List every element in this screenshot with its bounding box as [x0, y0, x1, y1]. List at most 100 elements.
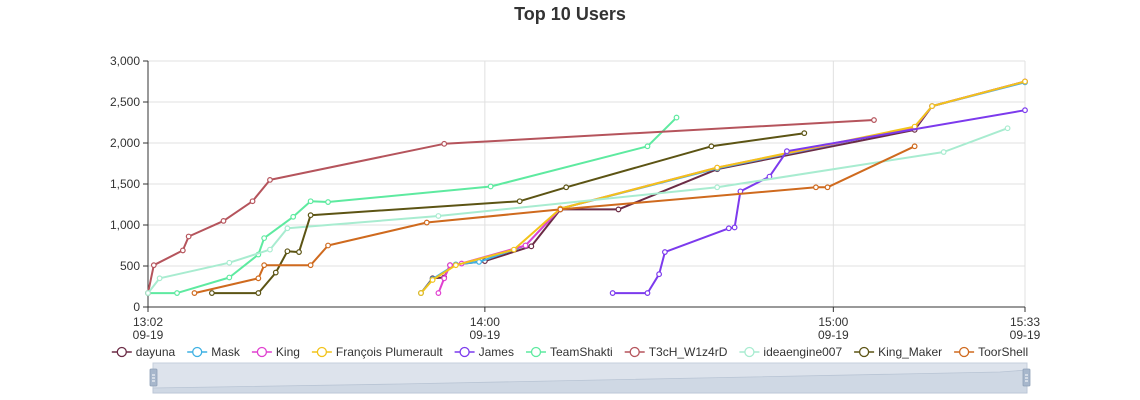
data-point	[714, 164, 721, 171]
data-point	[783, 148, 790, 155]
axes: 05001,0001,5002,0002,5003,00013:0209-191…	[110, 54, 1041, 342]
legend-label: dayuna	[136, 345, 176, 359]
data-point	[516, 198, 523, 205]
legend-item-t3ch-w1z4rd[interactable]: T3cH_W1z4rD	[624, 345, 728, 359]
zoom-left-handle[interactable]	[149, 368, 158, 387]
data-point	[441, 140, 448, 147]
data-point	[929, 103, 935, 109]
x-tick-time-label: 13:02	[133, 315, 163, 329]
data-point	[487, 183, 494, 190]
data-point	[452, 262, 459, 269]
legend-item-teamshakti[interactable]: TeamShakti	[526, 345, 613, 359]
data-point	[1004, 125, 1011, 132]
legend-item-dayuna[interactable]: dayuna	[111, 345, 176, 359]
x-tick-time-label: 15:33	[1010, 315, 1040, 329]
data-point	[185, 233, 192, 240]
series-line-toorshell	[194, 145, 916, 295]
data-point	[150, 262, 157, 269]
legend-marker-icon	[116, 346, 127, 358]
legend-item-fran-ois-plumerault[interactable]: François Plumerault	[311, 345, 443, 359]
x-tick-date-label: 09-19	[818, 328, 849, 342]
data-point	[267, 246, 273, 253]
data-point	[1022, 107, 1028, 114]
y-tick-label: 0	[133, 300, 140, 314]
series-line-ideaengine007	[147, 127, 1008, 294]
y-tick-label: 3,000	[110, 54, 140, 68]
data-point	[644, 290, 651, 296]
data-point	[824, 184, 831, 191]
legend-label: Mask	[211, 345, 241, 359]
data-point	[447, 262, 453, 269]
data-point	[429, 277, 436, 283]
data-point	[435, 290, 442, 296]
data-point	[307, 198, 314, 205]
data-point	[261, 235, 268, 242]
y-tick-label: 1,500	[110, 177, 140, 191]
legend-label: King	[276, 345, 300, 359]
series-line-king-maker	[211, 132, 805, 295]
legend-item-king[interactable]: King	[251, 345, 300, 359]
legend-label: François Plumerault	[336, 345, 443, 359]
data-point	[290, 213, 297, 220]
x-tick-time-label: 14:00	[470, 315, 500, 329]
data-point	[272, 269, 279, 276]
data-point	[179, 247, 186, 254]
grid-lines	[147, 60, 1026, 307]
data-point	[522, 242, 529, 249]
data-point	[145, 290, 151, 296]
data-point	[307, 262, 314, 269]
legend-label: King_Maker	[878, 345, 942, 359]
data-point	[191, 290, 198, 296]
series-toorshell	[191, 143, 918, 296]
data-point	[208, 290, 215, 296]
data-zoom-slider[interactable]	[149, 362, 1031, 394]
legend-item-mask[interactable]: Mask	[187, 345, 241, 359]
data-point	[801, 130, 808, 137]
data-point	[423, 219, 430, 226]
series-lines	[145, 78, 1028, 296]
series-king-maker	[208, 130, 808, 296]
y-tick-label: 2,000	[110, 136, 140, 150]
series-line-james	[612, 109, 1026, 295]
y-tick-label: 2,500	[110, 95, 140, 109]
x-tick-time-label: 15:00	[818, 315, 848, 329]
legend-marker-icon	[744, 346, 755, 358]
y-tick-label: 500	[120, 259, 140, 273]
legend-item-toorshell[interactable]: ToorShell	[954, 345, 1028, 359]
legend-marker-icon	[629, 346, 640, 358]
data-point	[267, 176, 273, 183]
data-point	[435, 213, 442, 219]
data-point	[813, 184, 819, 191]
data-point	[418, 290, 424, 296]
data-point	[656, 271, 662, 278]
legend-label: James	[479, 345, 514, 359]
legend-marker-icon	[530, 346, 542, 358]
data-point	[511, 246, 517, 253]
data-point	[940, 149, 947, 155]
data-point	[226, 259, 233, 266]
legend-marker-icon	[858, 346, 870, 358]
data-point	[226, 274, 233, 281]
data-point	[662, 249, 668, 255]
legend-marker-icon	[459, 346, 470, 358]
zoom-right-handle[interactable]	[1022, 368, 1031, 387]
data-point	[911, 143, 918, 150]
data-point	[615, 206, 622, 213]
data-point	[156, 275, 163, 282]
data-point	[714, 184, 721, 191]
data-point	[609, 290, 616, 296]
x-tick-date-label: 09-19	[1010, 328, 1041, 342]
data-point	[871, 117, 877, 123]
data-point	[708, 143, 715, 150]
legend-label: T3cH_W1z4rD	[649, 345, 728, 359]
legend-item-james[interactable]: James	[454, 345, 514, 359]
chart-title: Top 10 Users	[514, 4, 626, 24]
legend-item-king-maker[interactable]: King_Maker	[854, 345, 942, 359]
x-tick-date-label: 09-19	[470, 328, 501, 342]
legend-label: TeamShakti	[550, 345, 613, 359]
series-line-t3ch-w1z4rd	[147, 119, 875, 294]
x-tick-date-label: 09-19	[133, 328, 164, 342]
legend-item-ideaengine007[interactable]: ideaengine007	[739, 345, 842, 359]
